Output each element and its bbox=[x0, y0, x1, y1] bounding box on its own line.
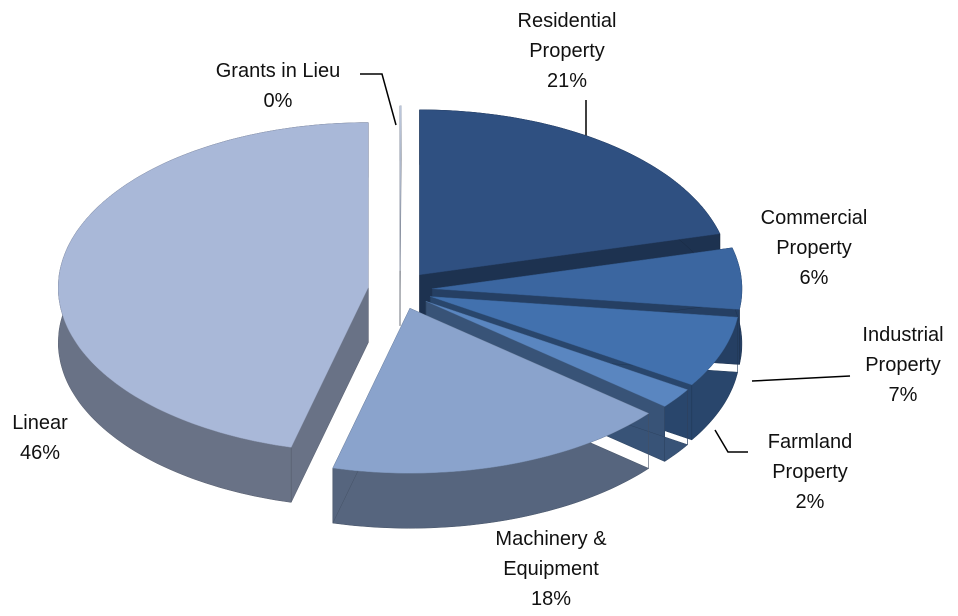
slice bbox=[332, 307, 650, 474]
value-label: 2% bbox=[795, 491, 825, 513]
slice-label: Machinery & Equipment 18% bbox=[471, 524, 631, 614]
slice bbox=[430, 296, 739, 386]
slice bbox=[419, 109, 721, 276]
slice-label: Commercial Property 6% bbox=[739, 203, 889, 293]
category-label: Farmland Property bbox=[767, 431, 853, 483]
slice-label: Linear 46% bbox=[0, 408, 80, 468]
slice bbox=[431, 247, 743, 310]
category-label: Residential Property bbox=[517, 10, 617, 62]
value-label: 46% bbox=[19, 442, 61, 464]
value-label: 18% bbox=[530, 588, 572, 610]
pie bbox=[58, 105, 743, 529]
value-label: 6% bbox=[799, 267, 829, 289]
value-label: 0% bbox=[263, 90, 293, 112]
slice-label: Farmland Property 2% bbox=[750, 427, 870, 517]
category-label: Grants in Lieu bbox=[215, 60, 341, 82]
slice-label: Industrial Property 7% bbox=[843, 320, 958, 410]
leader-line bbox=[360, 73, 397, 126]
slice bbox=[58, 122, 369, 448]
category-label: Machinery & Equipment bbox=[495, 528, 607, 580]
leader-line bbox=[751, 375, 851, 382]
category-label: Commercial Property bbox=[760, 207, 868, 259]
slice bbox=[425, 301, 689, 407]
value-label: 21% bbox=[546, 70, 588, 92]
category-label: Linear bbox=[12, 412, 68, 434]
slice-label: Grants in Lieu 0% bbox=[183, 56, 373, 116]
category-label: Industrial Property bbox=[862, 324, 944, 376]
slice-label: Residential Property 21% bbox=[482, 6, 652, 96]
value-label: 7% bbox=[888, 384, 918, 406]
slice bbox=[399, 105, 402, 271]
leader-line bbox=[714, 429, 748, 453]
